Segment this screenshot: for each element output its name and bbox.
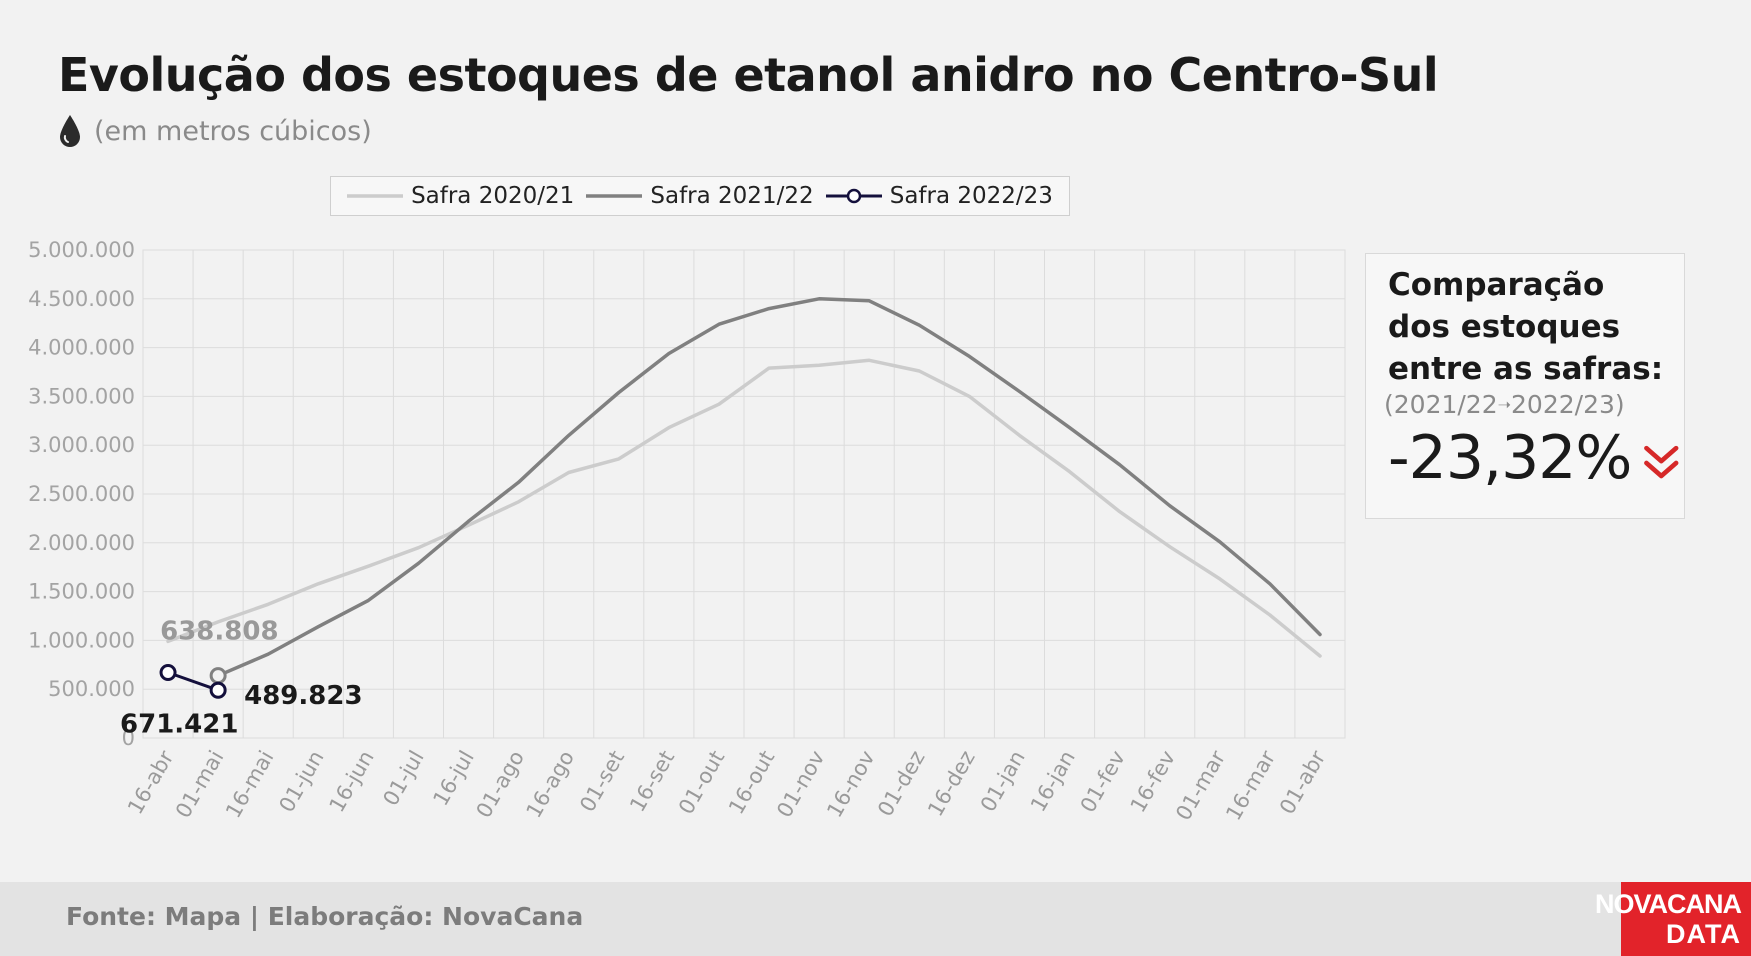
novacana-data-logo: NOVACANA DATA [1595,882,1751,956]
x-tick-label: 01-ago [471,747,528,823]
y-tick-label: 2.000.000 [28,531,135,555]
y-tick-label: 5.000.000 [28,238,135,262]
legend-label-2022-23: Safra 2022/23 [889,183,1053,209]
x-tick-label: 16-jan [1026,747,1080,816]
series-point-2022-23 [209,681,227,699]
x-tick-label: 01-set [575,747,629,817]
source-note: Fonte: Mapa | Elaboração: NovaCana [66,902,584,931]
legend-item-2021-22: Safra 2021/22 [586,183,814,209]
double-chevron-down-icon [1644,445,1679,479]
y-tick-label: 3.500.000 [28,384,135,408]
series-point-2021-22-start [209,667,227,685]
x-tick-label: 01-fev [1076,747,1130,817]
y-tick-label: 3.000.000 [28,433,135,457]
x-tick-label: 16-abr [123,746,179,818]
legend-item-2022-23: Safra 2022/23 [825,183,1053,209]
y-tick-label: 1.500.000 [28,580,135,604]
x-tick-label: 01-jul [378,747,428,810]
series-line-0 [166,358,1322,658]
card-compare: (2021/22➝2022/23) [1384,390,1684,419]
x-tick-label: 16-out [724,747,779,819]
compare-to: 2022/23) [1511,390,1625,419]
x-tick-label: 16-dez [923,747,980,821]
chart-legend: Safra 2020/21 Safra 2021/22 Safra 2022/2… [330,176,1070,216]
y-tick-label: 500.000 [48,677,135,701]
line-chart: 0 500.000 1.000.000 1.500.000 2.000.000 2.500… [28,238,1346,825]
y-tick-label: 0 [122,726,135,750]
comparison-card: Comparação dos estoques entre as safras:… [1365,253,1685,519]
legend-label-2021-22: Safra 2021/22 [650,183,814,209]
logo-line-1: NOVACANA [1595,889,1742,919]
x-tick-label: 16-fev [1126,747,1180,817]
legend-item-2020-21: Safra 2020/21 [347,183,574,209]
card-value-row: -23,32% [1388,423,1684,493]
x-tick-label: 16-mai [221,747,279,823]
card-value: -23,32% [1388,423,1632,493]
x-tick-label: 01-mai [171,747,229,823]
legend-label-2020-21: Safra 2020/21 [411,183,575,209]
y-tick-label: 4.000.000 [28,336,135,360]
x-tick-label: 16-ago [522,747,579,823]
footer: Fonte: Mapa | Elaboração: NovaCana NOVAC… [0,882,1751,956]
y-tick-label: 2.500.000 [28,482,135,506]
legend-line-2021-22 [586,194,643,198]
legend-line-2022-23 [825,188,882,204]
data-label: 638.808 [160,617,278,647]
series-line-1 [216,297,1322,678]
x-tick-label: 16-nov [822,747,879,822]
x-tick-label: 16-mar [1221,746,1280,824]
series-line-2 [166,671,220,692]
compare-from: (2021/22 [1384,390,1498,419]
x-tick-label: 01-out [674,747,729,819]
x-tick-label: 01-jan [976,747,1030,816]
x-tick-label: 16-jun [325,747,379,817]
series-point-2022-23 [159,663,177,681]
x-tick-label: 16-jul [428,747,478,810]
chart-title: Evolução dos estoques de etanol anidro n… [58,48,1439,102]
legend-line-2020-21 [347,194,404,198]
y-tick-label: 4.500.000 [28,287,135,311]
y-tick-label: 1.000.000 [28,628,135,652]
data-label: 489.823 [244,681,362,711]
logo-line-2: DATA [1666,919,1741,949]
data-label: 671.421 [120,709,238,739]
x-tick-label: 16-set [625,747,679,817]
arrow-right-icon: ➝ [1497,395,1512,414]
subtitle-text: (em metros cúbicos) [94,115,372,147]
x-tick-label: 01-nov [772,747,829,822]
chart-subtitle: (em metros cúbicos) [58,114,372,148]
x-tick-label: 01-abr [1275,746,1331,818]
card-title: Comparação dos estoques entre as safras: [1388,267,1664,387]
x-tick-label: 01-jun [274,747,328,817]
x-tick-label: 01-dez [873,747,930,821]
drop-icon [60,115,80,147]
